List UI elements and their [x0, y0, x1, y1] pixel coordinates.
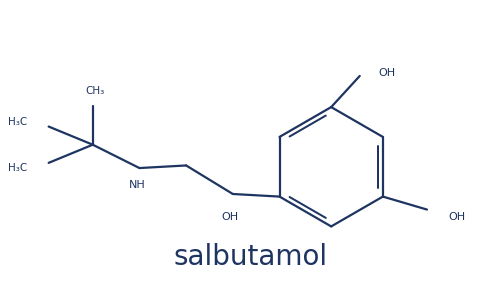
- Text: NH: NH: [128, 180, 145, 190]
- Text: OH: OH: [449, 212, 466, 222]
- Text: OH: OH: [222, 212, 239, 222]
- Text: CH₃: CH₃: [86, 86, 105, 96]
- Text: salbutamol: salbutamol: [174, 243, 328, 270]
- Text: OH: OH: [378, 68, 395, 78]
- Text: H₃C: H₃C: [8, 117, 27, 127]
- Text: H₃C: H₃C: [8, 163, 27, 173]
